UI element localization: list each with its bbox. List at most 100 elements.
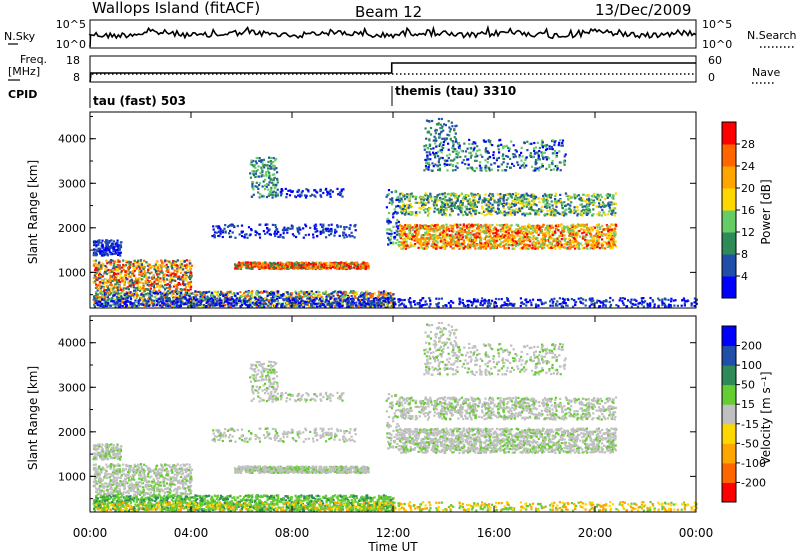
power-cell	[468, 236, 471, 240]
power-cell	[109, 263, 112, 266]
power-cell	[133, 289, 136, 292]
power-cell	[403, 241, 406, 244]
power-cell	[352, 266, 355, 269]
power-cell	[301, 190, 304, 193]
power-cell	[295, 235, 298, 239]
power-cell	[105, 289, 108, 292]
power-cell	[161, 261, 164, 264]
power-cell	[568, 239, 572, 242]
power-cell	[300, 264, 303, 267]
power-cell	[343, 290, 346, 293]
power-cell	[405, 233, 408, 236]
power-cell	[180, 300, 183, 303]
power-cell	[478, 229, 482, 232]
power-cell	[574, 239, 578, 242]
power-cell	[467, 242, 470, 245]
power-cell	[508, 236, 511, 239]
power-cell	[176, 259, 179, 262]
power-cell	[562, 225, 566, 228]
power-cell	[243, 233, 247, 236]
power-cell	[98, 283, 101, 286]
power-cell	[576, 230, 579, 233]
power-cell	[150, 290, 153, 293]
power-cell	[246, 291, 249, 294]
power-cell	[271, 191, 274, 194]
power-cell	[103, 297, 107, 300]
power-cell	[311, 296, 314, 299]
power-cell	[448, 199, 451, 202]
power-cell	[254, 263, 257, 266]
power-cell	[107, 290, 110, 293]
power-cell	[140, 263, 143, 266]
power-cell	[337, 290, 340, 293]
power-cell	[166, 302, 169, 305]
power-cell	[150, 282, 153, 286]
power-cell	[103, 295, 106, 298]
power-cell	[93, 263, 96, 266]
power-cell	[341, 195, 344, 198]
power-cell	[398, 240, 401, 244]
power-cell	[610, 245, 614, 248]
power-cell	[334, 231, 337, 234]
power-cell	[305, 225, 308, 228]
power-cell	[427, 228, 431, 231]
power-cell	[571, 225, 574, 228]
power-cell	[563, 237, 566, 240]
power-cell	[404, 242, 407, 245]
power-cell	[548, 234, 551, 237]
power-cell	[527, 244, 530, 247]
power-cell	[279, 191, 282, 194]
power-cell	[592, 242, 595, 245]
power-cell	[101, 262, 104, 265]
power-cell	[254, 292, 258, 295]
power-cell	[163, 294, 166, 297]
power-cell	[538, 245, 541, 248]
power-cell	[288, 194, 292, 197]
power-cell	[157, 280, 160, 283]
power-cell	[238, 266, 241, 269]
power-cell	[226, 291, 229, 294]
power-cell	[132, 262, 135, 266]
power-cell	[238, 297, 241, 300]
power-cell	[275, 299, 279, 302]
power-cell	[589, 235, 592, 238]
power-cell	[131, 265, 134, 268]
power-cell	[506, 240, 509, 243]
power-cell	[380, 293, 383, 296]
power-cell	[270, 162, 273, 165]
power-cell	[457, 240, 460, 243]
power-cell	[274, 195, 277, 198]
power-cell	[459, 244, 462, 247]
power-cell	[105, 272, 108, 275]
power-cell	[290, 293, 293, 296]
power-cell	[104, 246, 107, 249]
power-cell	[276, 261, 279, 264]
power-cell	[612, 224, 615, 227]
power-cell	[536, 224, 539, 227]
power-cell	[543, 242, 546, 245]
power-cell	[302, 227, 305, 230]
power-cell	[390, 302, 393, 305]
power-cell	[168, 288, 171, 291]
power-cell	[581, 232, 584, 235]
power-cell	[423, 233, 426, 237]
power-cell	[559, 224, 562, 227]
power-cell	[189, 281, 192, 284]
power-cell	[456, 226, 459, 229]
power-cell	[443, 235, 446, 238]
power-cell	[253, 164, 256, 167]
power-cell	[409, 237, 412, 241]
power-cell	[124, 274, 128, 277]
power-cell	[542, 235, 545, 239]
power-cell	[131, 294, 134, 297]
power-cell	[95, 286, 98, 289]
power-cell	[365, 295, 368, 298]
power-cell	[453, 236, 456, 239]
power-cell	[148, 263, 151, 266]
power-cell	[283, 267, 286, 270]
power-cell	[243, 263, 246, 266]
power-cell	[165, 263, 168, 266]
power-cell	[569, 247, 572, 250]
power-cell	[255, 181, 258, 184]
